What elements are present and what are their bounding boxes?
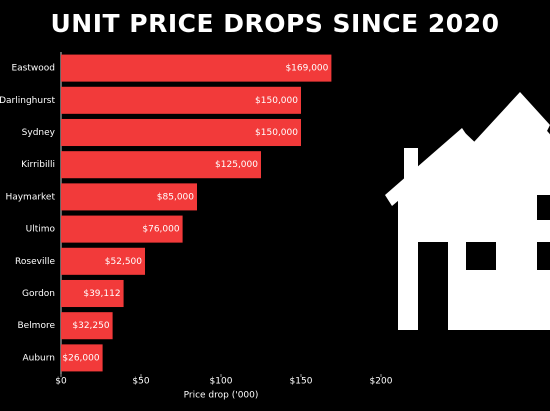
bar	[61, 54, 332, 82]
bar	[61, 118, 301, 147]
value-label: $76,000	[142, 225, 179, 235]
value-label: $85,000	[157, 192, 194, 202]
bar	[61, 344, 103, 372]
bar	[61, 86, 301, 114]
y-tick-label: Darlinghurst	[0, 96, 55, 106]
x-tick-label: $150	[290, 377, 313, 387]
value-label: $39,112	[83, 289, 120, 299]
bar	[61, 215, 183, 243]
y-tick-label: Gordon	[22, 289, 55, 299]
y-tick-label: Kirribilli	[21, 160, 55, 170]
value-label: $150,000	[255, 128, 298, 138]
house-icon	[385, 92, 550, 330]
bar	[61, 151, 261, 179]
y-tick-label: Ultimo	[26, 225, 56, 235]
bar	[61, 312, 113, 340]
y-tick-label: Roseville	[15, 257, 55, 267]
y-tick-label: Sydney	[22, 128, 56, 138]
x-tick-label: $0	[55, 377, 67, 387]
y-tick-label: Belmore	[17, 321, 55, 331]
value-label: $52,500	[105, 257, 142, 267]
y-tick-label: Eastwood	[11, 64, 55, 74]
chart-title: UNIT PRICE DROPS SINCE 2020	[50, 9, 499, 38]
value-label: $169,000	[285, 64, 328, 74]
value-label: $125,000	[215, 160, 258, 170]
x-tick-label: $50	[132, 377, 149, 387]
value-label: $26,000	[62, 353, 99, 363]
x-tick-label: $100	[210, 377, 233, 387]
x-tick-label: $200	[370, 377, 393, 387]
value-label: $32,250	[72, 321, 109, 331]
bar	[61, 183, 197, 211]
x-axis-label: Price drop ('000)	[184, 391, 259, 401]
y-tick-label: Auburn	[22, 353, 55, 363]
bar	[61, 279, 124, 308]
bar	[61, 247, 145, 275]
value-label: $150,000	[255, 96, 298, 106]
y-tick-label: Haymarket	[5, 192, 55, 202]
